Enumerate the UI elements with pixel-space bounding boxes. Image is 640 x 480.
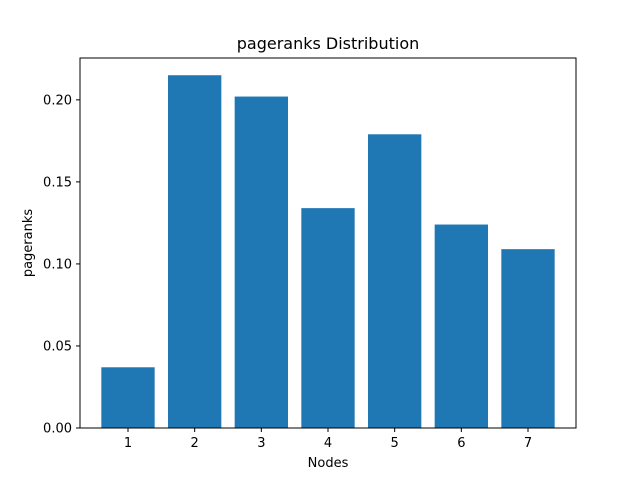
y-tick-label: 0.05 xyxy=(43,339,72,354)
x-tick-label: 7 xyxy=(524,436,532,451)
x-axis-ticks: 1 2 3 4 5 6 7 xyxy=(124,428,532,451)
chart-title: pageranks Distribution xyxy=(237,34,420,53)
y-tick-label: 0.10 xyxy=(43,257,72,272)
x-tick-label: 3 xyxy=(257,436,265,451)
bar-node-1 xyxy=(101,367,155,428)
bars-group xyxy=(101,75,555,429)
x-tick-label: 6 xyxy=(457,436,465,451)
y-tick-label: 0.20 xyxy=(43,93,72,108)
y-axis-label: pageranks xyxy=(21,209,36,278)
y-tick-label: 0.15 xyxy=(43,175,72,190)
bar-node-4 xyxy=(301,208,355,428)
bar-node-7 xyxy=(501,249,555,428)
plot-frame xyxy=(79,57,577,429)
bar-node-5 xyxy=(368,134,422,429)
y-tick-label: 0.00 xyxy=(43,422,72,437)
bar-node-2 xyxy=(168,75,222,428)
x-tick-label: 1 xyxy=(124,436,132,451)
x-axis-label: Nodes xyxy=(308,456,349,471)
x-tick-label: 4 xyxy=(324,436,332,451)
y-axis-ticks: 0.00 0.05 0.10 0.15 0.20 xyxy=(43,93,80,437)
bar-node-3 xyxy=(234,96,288,428)
bar-node-6 xyxy=(434,224,488,428)
x-tick-label: 2 xyxy=(191,436,199,451)
x-tick-label: 5 xyxy=(391,436,399,451)
